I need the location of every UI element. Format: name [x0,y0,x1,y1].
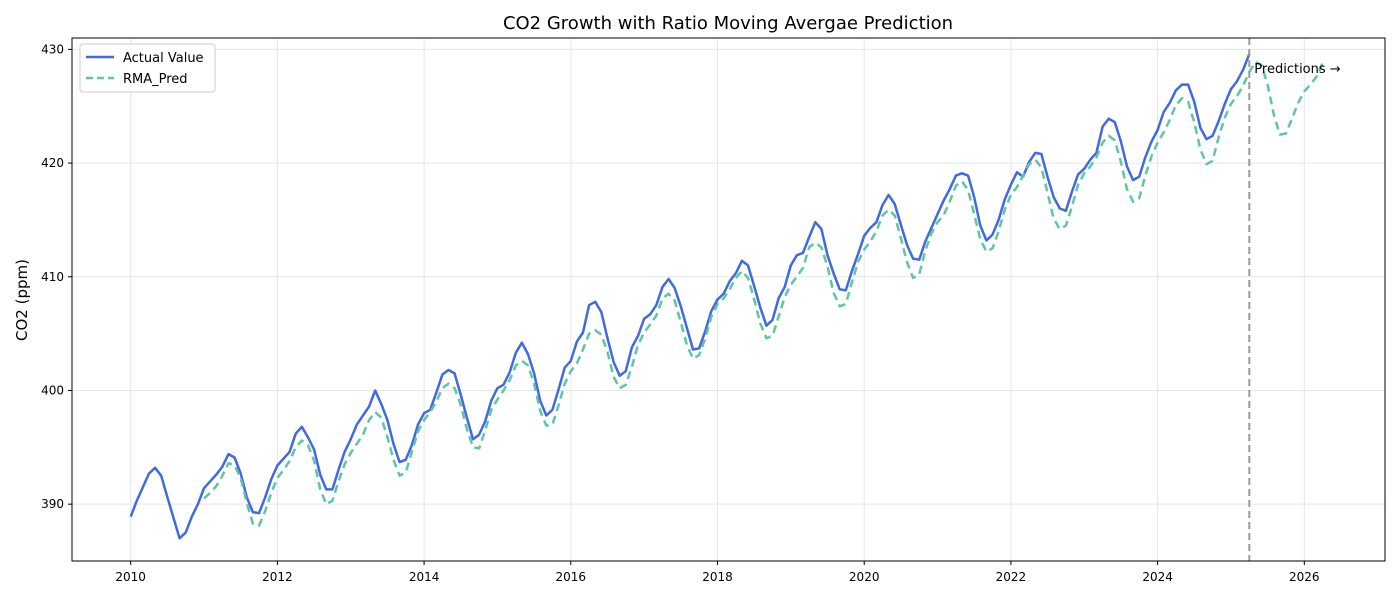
x-tick-label: 2010 [115,570,146,584]
series-layer [129,53,1324,540]
y-axis-label: CO2 (ppm) [13,259,31,341]
y-tick-label: 430 [41,42,64,56]
legend-label-rma-pred: RMA_Pred [123,72,188,87]
annotation-layer: Predictions → [1248,38,1341,561]
x-tick-label: 2024 [1142,570,1173,584]
legend-label-actual: Actual Value [123,51,204,66]
series-line-rma-pred [203,60,1324,528]
grid-lines [72,38,1385,561]
x-tick-label: 2022 [996,570,1027,584]
series-line-actual-value [129,53,1251,540]
y-tick-label: 420 [41,156,64,170]
x-tick-label: 2018 [702,570,733,584]
x-tick-label: 2014 [409,570,440,584]
chart-title: CO2 Growth with Ratio Moving Avergae Pre… [503,13,953,34]
x-tick-label: 2016 [556,570,587,584]
x-tick-label: 2026 [1289,570,1320,584]
y-tick-label: 410 [41,270,64,284]
x-tick-label: 2012 [262,570,293,584]
axis-ticks: 2010 2012 2014 2016 2018 2020 2022 2024 2026 390 4… [41,42,1319,584]
predictions-annotation: Predictions → [1254,62,1340,77]
plot-frame [71,37,1386,562]
x-tick-label: 2020 [849,570,880,584]
y-tick-label: 400 [41,383,64,397]
legend: Actual Value RMA_Pred [79,43,216,93]
y-tick-label: 390 [41,497,64,511]
